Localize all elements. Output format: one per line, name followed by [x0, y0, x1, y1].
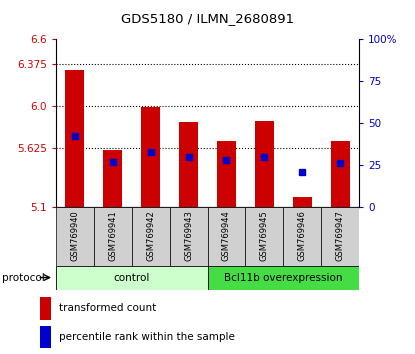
Bar [103, 150, 122, 207]
Bar [255, 121, 274, 207]
Bar [208, 266, 359, 290]
Text: GSM769946: GSM769946 [298, 210, 307, 261]
Text: protocol: protocol [2, 273, 45, 282]
Text: GSM769944: GSM769944 [222, 210, 231, 261]
Bar [179, 122, 198, 207]
Bar [40, 326, 51, 348]
Bar [283, 207, 321, 266]
Text: GSM769940: GSM769940 [71, 210, 79, 261]
Text: percentile rank within the sample: percentile rank within the sample [59, 332, 235, 342]
Bar [94, 207, 132, 266]
Bar [40, 297, 51, 320]
Bar [321, 207, 359, 266]
Bar [170, 207, 208, 266]
Bar [132, 207, 170, 266]
Text: control: control [114, 273, 150, 282]
Text: GSM769945: GSM769945 [260, 210, 269, 261]
Bar [56, 266, 208, 290]
Bar [245, 207, 283, 266]
Bar [217, 141, 236, 207]
Text: Bcl11b overexpression: Bcl11b overexpression [224, 273, 342, 282]
Text: transformed count: transformed count [59, 303, 156, 314]
Bar [331, 141, 349, 207]
Bar [141, 107, 160, 207]
Text: GSM769943: GSM769943 [184, 210, 193, 261]
Text: GSM769942: GSM769942 [146, 210, 155, 261]
Text: GSM769941: GSM769941 [108, 210, 117, 261]
Text: GDS5180 / ILMN_2680891: GDS5180 / ILMN_2680891 [121, 12, 294, 25]
Bar [66, 70, 84, 207]
Bar [56, 207, 94, 266]
Bar [208, 207, 245, 266]
Text: GSM769947: GSM769947 [336, 210, 344, 261]
Bar [293, 197, 312, 207]
